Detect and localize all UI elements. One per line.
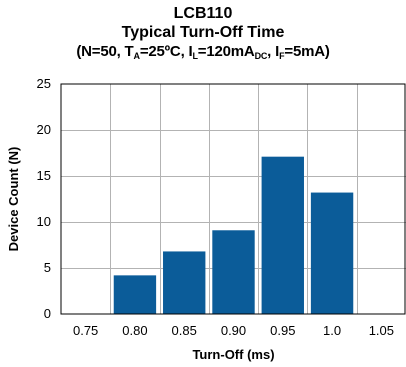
cond-prefix: (N=50, T — [76, 43, 134, 60]
x-tick-label: 1.0 — [323, 323, 341, 338]
cond-ta-sub: A — [133, 51, 141, 61]
bar — [212, 230, 255, 314]
y-tick-label: 25 — [37, 76, 51, 91]
cond-mid: , I — [267, 43, 280, 60]
x-tick-label: 0.95 — [270, 323, 295, 338]
bars — [113, 156, 354, 314]
x-tick-label: 0.85 — [172, 323, 197, 338]
cond-if-val: =5mA) — [284, 43, 330, 60]
bar — [261, 156, 304, 314]
cond-il-sub: L — [192, 51, 198, 61]
chart-title: LCB110 — [173, 5, 233, 22]
x-tick-label: 0.75 — [73, 323, 98, 338]
cond-dc-sub: DC — [254, 51, 268, 61]
bar — [310, 192, 354, 314]
cond-il-val: =120mA — [197, 43, 255, 60]
y-tick-label: 5 — [44, 260, 51, 275]
y-tick-label: 10 — [37, 214, 51, 229]
y-tick-label: 20 — [37, 122, 51, 137]
grid-lines — [61, 84, 406, 314]
cond-ta-val: =25ºC, I — [139, 43, 193, 60]
cond-if-sub: F — [279, 51, 285, 61]
bar — [163, 251, 206, 314]
x-tick-label: 1.05 — [369, 323, 394, 338]
x-tick-label: 0.90 — [221, 323, 246, 338]
x-tick-labels: 0.75 0.80 0.85 0.90 0.95 1.0 1.05 — [73, 323, 394, 338]
chart-title-block: LCB110 Typical Turn-Off Time (N=50, TA=2… — [0, 4, 406, 61]
chart-conditions: (N=50, TA=25ºC, IL=120mADC, IF=5mA) — [0, 42, 406, 61]
y-tick-labels: 0 5 10 15 20 25 — [37, 76, 51, 321]
x-axis-title: Turn-Off (ms) — [192, 347, 274, 362]
plot-frame — [60, 83, 406, 315]
x-tick-label: 0.80 — [122, 323, 147, 338]
chart-subtitle: Typical Turn-Off Time — [121, 24, 285, 41]
bar — [113, 275, 157, 314]
y-axis-title: Device Count (N) — [6, 147, 21, 252]
y-tick-label: 0 — [44, 306, 51, 321]
y-tick-label: 15 — [37, 168, 51, 183]
